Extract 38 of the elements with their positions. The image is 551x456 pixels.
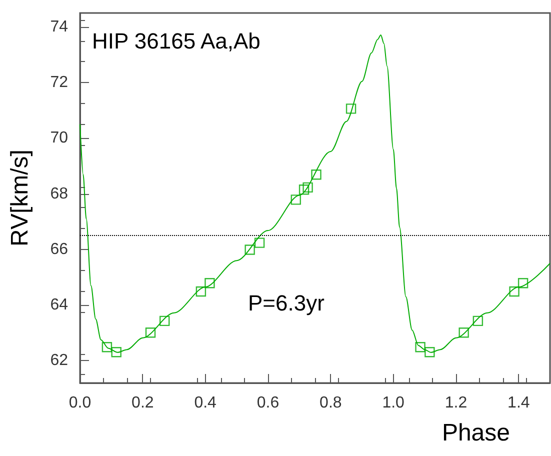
point xyxy=(415,342,426,352)
y-tick-label: 64 xyxy=(50,296,68,314)
x-tick-label: 0.0 xyxy=(68,394,92,412)
point xyxy=(424,347,435,358)
point xyxy=(302,182,313,193)
point xyxy=(254,238,265,248)
point xyxy=(298,184,310,195)
x-tick-label: 1.0 xyxy=(382,394,405,412)
point xyxy=(458,328,469,338)
point xyxy=(204,278,215,288)
point xyxy=(346,104,356,114)
y-tick-label: 74 xyxy=(50,18,68,36)
x-tick-label: 1.2 xyxy=(444,394,468,412)
point xyxy=(145,328,156,338)
point xyxy=(509,286,520,297)
y-axis-title: RV[km/s] xyxy=(6,150,34,246)
point xyxy=(102,342,112,352)
y-tick-label: 66 xyxy=(50,240,68,258)
y-tick-label: 68 xyxy=(50,185,68,202)
x-tick-label: 0.6 xyxy=(256,394,280,412)
y-tick-label: 62 xyxy=(50,352,68,370)
y-tick-label: 70 xyxy=(50,130,68,147)
point xyxy=(244,244,255,255)
annotation: P=6.3yr xyxy=(248,290,324,316)
y-tick-label: 72 xyxy=(50,74,68,92)
point xyxy=(160,316,170,326)
point xyxy=(472,316,484,326)
x-tick-label: 0.4 xyxy=(194,394,217,412)
x-tick-label: 1.4 xyxy=(508,394,530,412)
annotation: HIP 36165 Aa,Ab xyxy=(92,28,260,54)
point xyxy=(290,194,301,205)
x-tick-label: 0.2 xyxy=(132,394,154,412)
point xyxy=(111,347,122,358)
point xyxy=(518,278,528,288)
x-axis-title: Phase xyxy=(442,420,510,446)
x-tick-label: 0.8 xyxy=(320,394,342,412)
point xyxy=(311,170,322,180)
point xyxy=(196,286,206,297)
